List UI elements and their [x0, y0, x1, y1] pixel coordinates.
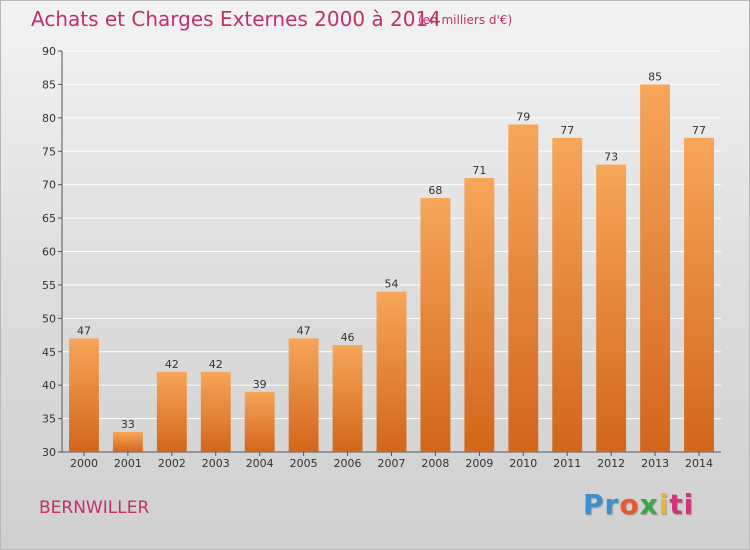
y-tick-label: 60 [42, 246, 56, 259]
x-tick-label: 2006 [334, 457, 362, 470]
data-label: 73 [604, 151, 618, 164]
x-tick-label: 2005 [290, 457, 318, 470]
data-label: 33 [121, 418, 135, 431]
bar [112, 431, 143, 452]
x-tick-label: 2009 [465, 457, 493, 470]
data-label: 47 [297, 324, 311, 337]
x-tick-label: 2013 [641, 457, 669, 470]
chart-subtitle: (en milliers d'€) [418, 13, 513, 27]
x-tick-label: 2002 [158, 457, 186, 470]
y-tick-label: 35 [42, 413, 56, 426]
bar [508, 124, 539, 453]
x-tick-label: 2012 [597, 457, 625, 470]
data-label: 77 [560, 124, 574, 137]
x-tick-label: 2003 [202, 457, 230, 470]
y-tick-label: 55 [42, 279, 56, 292]
data-label: 42 [209, 358, 223, 371]
y-tick-label: 45 [42, 346, 56, 359]
data-label: 47 [77, 324, 91, 337]
x-tick-label: 2014 [685, 457, 713, 470]
y-tick-label: 65 [42, 212, 56, 225]
data-label: 42 [165, 358, 179, 371]
proxiti-logo: Proxiti [583, 488, 694, 521]
bar [69, 338, 99, 452]
y-tick-label: 85 [42, 78, 56, 91]
x-tick-label: 2000 [70, 457, 98, 470]
data-label: 79 [516, 111, 530, 124]
bar [156, 371, 187, 452]
logo-part: ti [669, 488, 695, 521]
bar [200, 371, 231, 452]
logo-part: x [639, 488, 659, 521]
data-label: 46 [341, 331, 355, 344]
chart-title: Achats et Charges Externes 2000 à 2014 [31, 7, 441, 31]
commune-name: BERNWILLER [39, 498, 150, 518]
x-tick-label: 2001 [114, 457, 142, 470]
y-tick-label: 70 [42, 179, 56, 192]
x-tick-label: 2008 [421, 457, 449, 470]
bar [640, 84, 671, 453]
bar [332, 345, 363, 452]
logo-part: o [619, 488, 640, 521]
x-tick-label: 2010 [509, 457, 537, 470]
x-tick-label: 2007 [378, 457, 406, 470]
data-label: 77 [692, 124, 706, 137]
bar [596, 164, 627, 452]
data-label: 68 [428, 184, 442, 197]
y-tick-label: 80 [42, 112, 56, 125]
data-label: 54 [385, 278, 399, 291]
bar [288, 338, 319, 452]
y-tick-label: 90 [42, 45, 56, 58]
bar [376, 291, 407, 452]
bars [69, 84, 714, 453]
y-tick-label: 40 [42, 379, 56, 392]
bar [464, 177, 495, 452]
logo-part: i [658, 488, 670, 521]
data-label: 39 [253, 378, 267, 391]
x-tick-label: 2011 [553, 457, 581, 470]
bar [552, 137, 583, 452]
data-label: 85 [648, 70, 662, 83]
y-tick-label: 50 [42, 312, 56, 325]
logo-part: Pr [583, 488, 620, 521]
bar [420, 198, 451, 452]
labels: 30 35 40 45 50 55 60 65 70 75 80 85 90 2000 47 2001 33 20… [42, 45, 713, 470]
bar [684, 137, 714, 452]
bar [244, 391, 275, 452]
y-tick-label: 30 [42, 446, 56, 459]
data-label: 71 [472, 164, 486, 177]
x-tick-label: 2004 [246, 457, 274, 470]
y-tick-label: 75 [42, 145, 56, 158]
